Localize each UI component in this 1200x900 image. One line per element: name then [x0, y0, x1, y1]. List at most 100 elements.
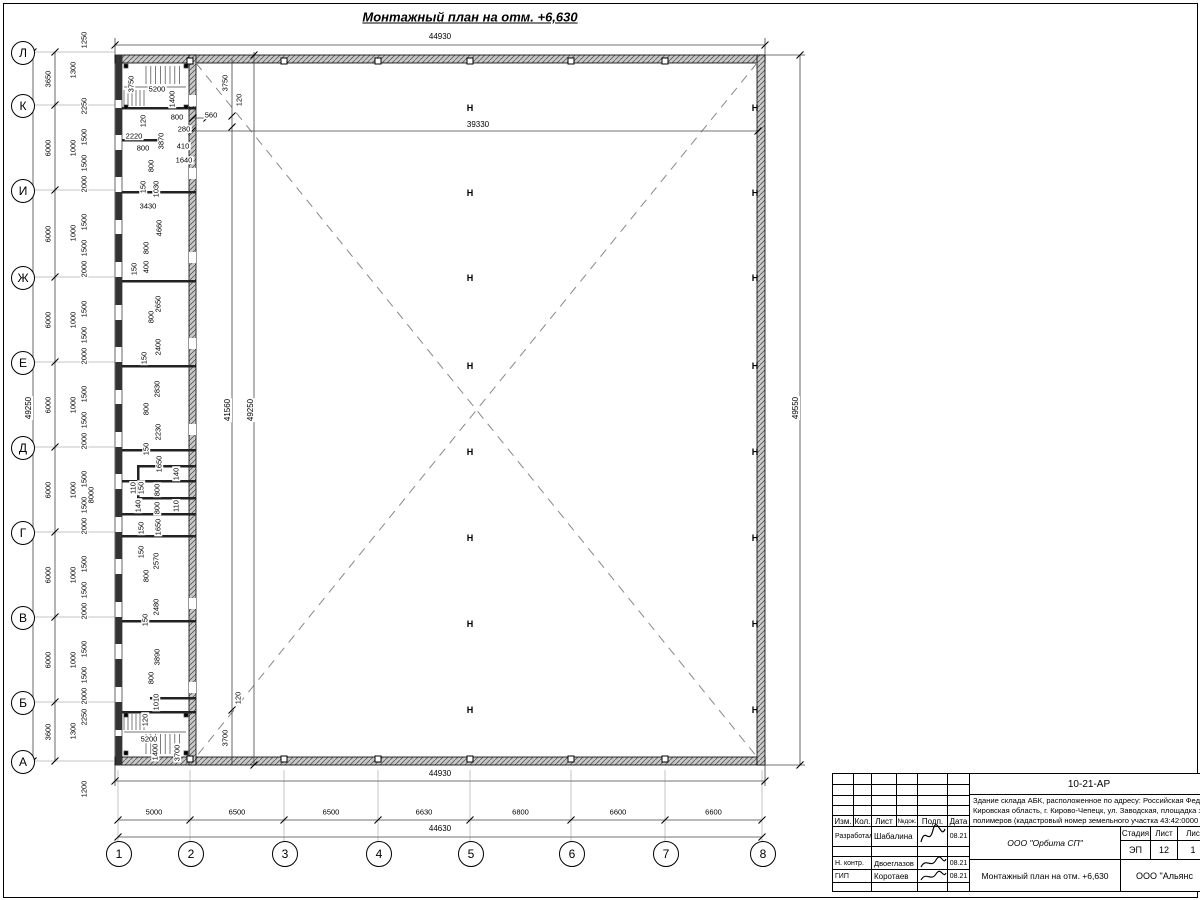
steel-column-marker: Н	[751, 619, 759, 629]
small-dim-11: 1640	[174, 155, 194, 165]
tb-date-2: 08.21	[948, 870, 970, 883]
dim-overall-width-axes: 44630	[427, 824, 453, 833]
small-dim-15: 3430	[138, 201, 158, 211]
tb-name-1: Двоеглазов	[872, 857, 918, 870]
col-bay-dim-6: 6600	[704, 807, 723, 817]
small-dim-36: 1650	[153, 517, 163, 537]
tb-org: ООО "Орбита СП"	[970, 827, 1121, 860]
dim-hall-clear-width: 39330	[465, 120, 491, 129]
tb-sheets-header: Лис	[1178, 827, 1200, 841]
small-dim-45: 1010	[151, 692, 161, 712]
fine-dim-4-3: 2000	[79, 431, 89, 451]
fine-dim-7-3: 2000	[79, 686, 89, 706]
small-dim-27: 150	[141, 441, 151, 457]
tb-date-0: 08.21	[948, 827, 970, 847]
signature-0	[920, 824, 946, 843]
steel-column-marker: Н	[751, 533, 759, 543]
steel-column-marker: Н	[751, 103, 759, 113]
col-bay-dim-1: 6500	[227, 807, 247, 817]
fine-dim-7-2: 1500	[79, 665, 89, 685]
dim-overall-width-bottom: 44930	[427, 769, 453, 778]
fine-dim-2-0: 1500	[79, 212, 89, 232]
tb-col-kol: Кол.	[854, 816, 872, 827]
small-dim-5: 280	[176, 124, 192, 134]
small-dim-55: 1300	[68, 60, 78, 80]
tb-sheets-value: 1	[1178, 841, 1200, 860]
small-dim-9: 3870	[156, 131, 166, 151]
small-dim-23: 150	[139, 350, 149, 366]
small-dim-41: 2480	[151, 597, 161, 617]
small-dim-25: 800	[141, 401, 151, 417]
small-dim-59: 1300	[68, 721, 78, 741]
tb-col-ndok: №док.	[897, 816, 918, 827]
small-dim-52: 3750	[220, 73, 230, 93]
row-bay-dim-7: 6000	[43, 650, 53, 669]
small-dim-39: 150	[136, 544, 146, 560]
fine-dim-4-2: 1500	[79, 410, 89, 430]
small-dim-56: 2250	[79, 96, 89, 116]
row-bay-dim-5: 6000	[43, 480, 53, 499]
small-dim-3: 120	[138, 113, 148, 129]
small-dim-35: 110	[171, 499, 181, 513]
steel-column-marker: Н	[466, 273, 474, 283]
small-dim-57: 8000	[86, 485, 96, 505]
tb-date-1: 08.21	[948, 857, 970, 870]
row-axis-Е: Е	[11, 351, 35, 375]
col-axis-8: 8	[750, 841, 776, 867]
small-dim-34: 800	[152, 500, 162, 516]
tb-role-0: Разработал	[833, 827, 872, 847]
small-dim-38: 2570	[151, 551, 161, 571]
small-dim-48: 1400	[150, 742, 160, 762]
row-axis-Б: Б	[11, 691, 35, 715]
fine-dim-3-1: 1000	[68, 310, 78, 330]
fine-dim-6-3: 2000	[79, 601, 89, 621]
small-dim-46: 120	[140, 712, 150, 728]
tb-sheet-value: 12	[1151, 841, 1178, 860]
small-dim-20: 2650	[153, 294, 163, 314]
dim-hall-clear-height: 41560	[223, 397, 232, 423]
fine-dim-5-1: 1000	[68, 480, 78, 500]
steel-column-marker: Н	[751, 361, 759, 371]
small-dim-43: 3890	[152, 647, 162, 667]
small-dim-33: 800	[152, 482, 162, 498]
small-dim-2: 1400	[167, 89, 177, 109]
col-axis-1: 1	[106, 841, 132, 867]
row-bay-dim-3: 6000	[43, 310, 53, 329]
row-bay-dim-2: 6000	[43, 224, 53, 243]
row-axis-К: К	[11, 94, 35, 118]
small-dim-60: 1200	[79, 779, 89, 799]
fine-dim-5-3: 2000	[79, 516, 89, 536]
steel-column-marker: Н	[466, 447, 474, 457]
row-axis-И: И	[11, 179, 35, 203]
fine-dim-6-0: 1500	[79, 554, 89, 574]
small-dim-10: 410	[175, 141, 191, 151]
small-dim-29: 140	[171, 466, 181, 482]
steel-column-marker: Н	[466, 103, 474, 113]
fine-dim-4-1: 1000	[68, 395, 78, 415]
col-axis-2: 2	[178, 841, 204, 867]
small-dim-1: 5200	[147, 84, 167, 94]
steel-column-marker: Н	[466, 705, 474, 715]
fine-dim-1-0: 1500	[79, 127, 89, 147]
small-dim-24: 2830	[152, 379, 162, 399]
steel-column-marker: Н	[466, 533, 474, 543]
col-axis-3: 3	[272, 841, 298, 867]
title-block: Изм. Кол. Лист №док. Подп. Дата Разработ…	[832, 773, 1200, 892]
tb-name-0: Шабалина	[872, 827, 918, 847]
fine-dim-7-0: 1500	[79, 639, 89, 659]
small-dim-50: 120	[233, 690, 243, 706]
fine-dim-2-1: 1000	[68, 223, 78, 243]
small-dim-31: 150	[136, 480, 146, 496]
fine-dim-1-3: 2000	[79, 174, 89, 194]
row-bay-dim-1: 6000	[43, 138, 53, 157]
small-dim-44: 800	[146, 670, 156, 686]
row-axis-А: А	[11, 750, 35, 774]
tb-desc-line3: полимеров (кадастровый номер земельного …	[973, 815, 1199, 825]
row-axis-Г: Г	[11, 521, 35, 545]
row-bay-dim-6: 6000	[43, 565, 53, 584]
tb-col-list: Лист	[872, 816, 897, 827]
row-bay-dim-0: 3650	[43, 69, 53, 88]
small-dim-47: 5200	[139, 734, 159, 744]
